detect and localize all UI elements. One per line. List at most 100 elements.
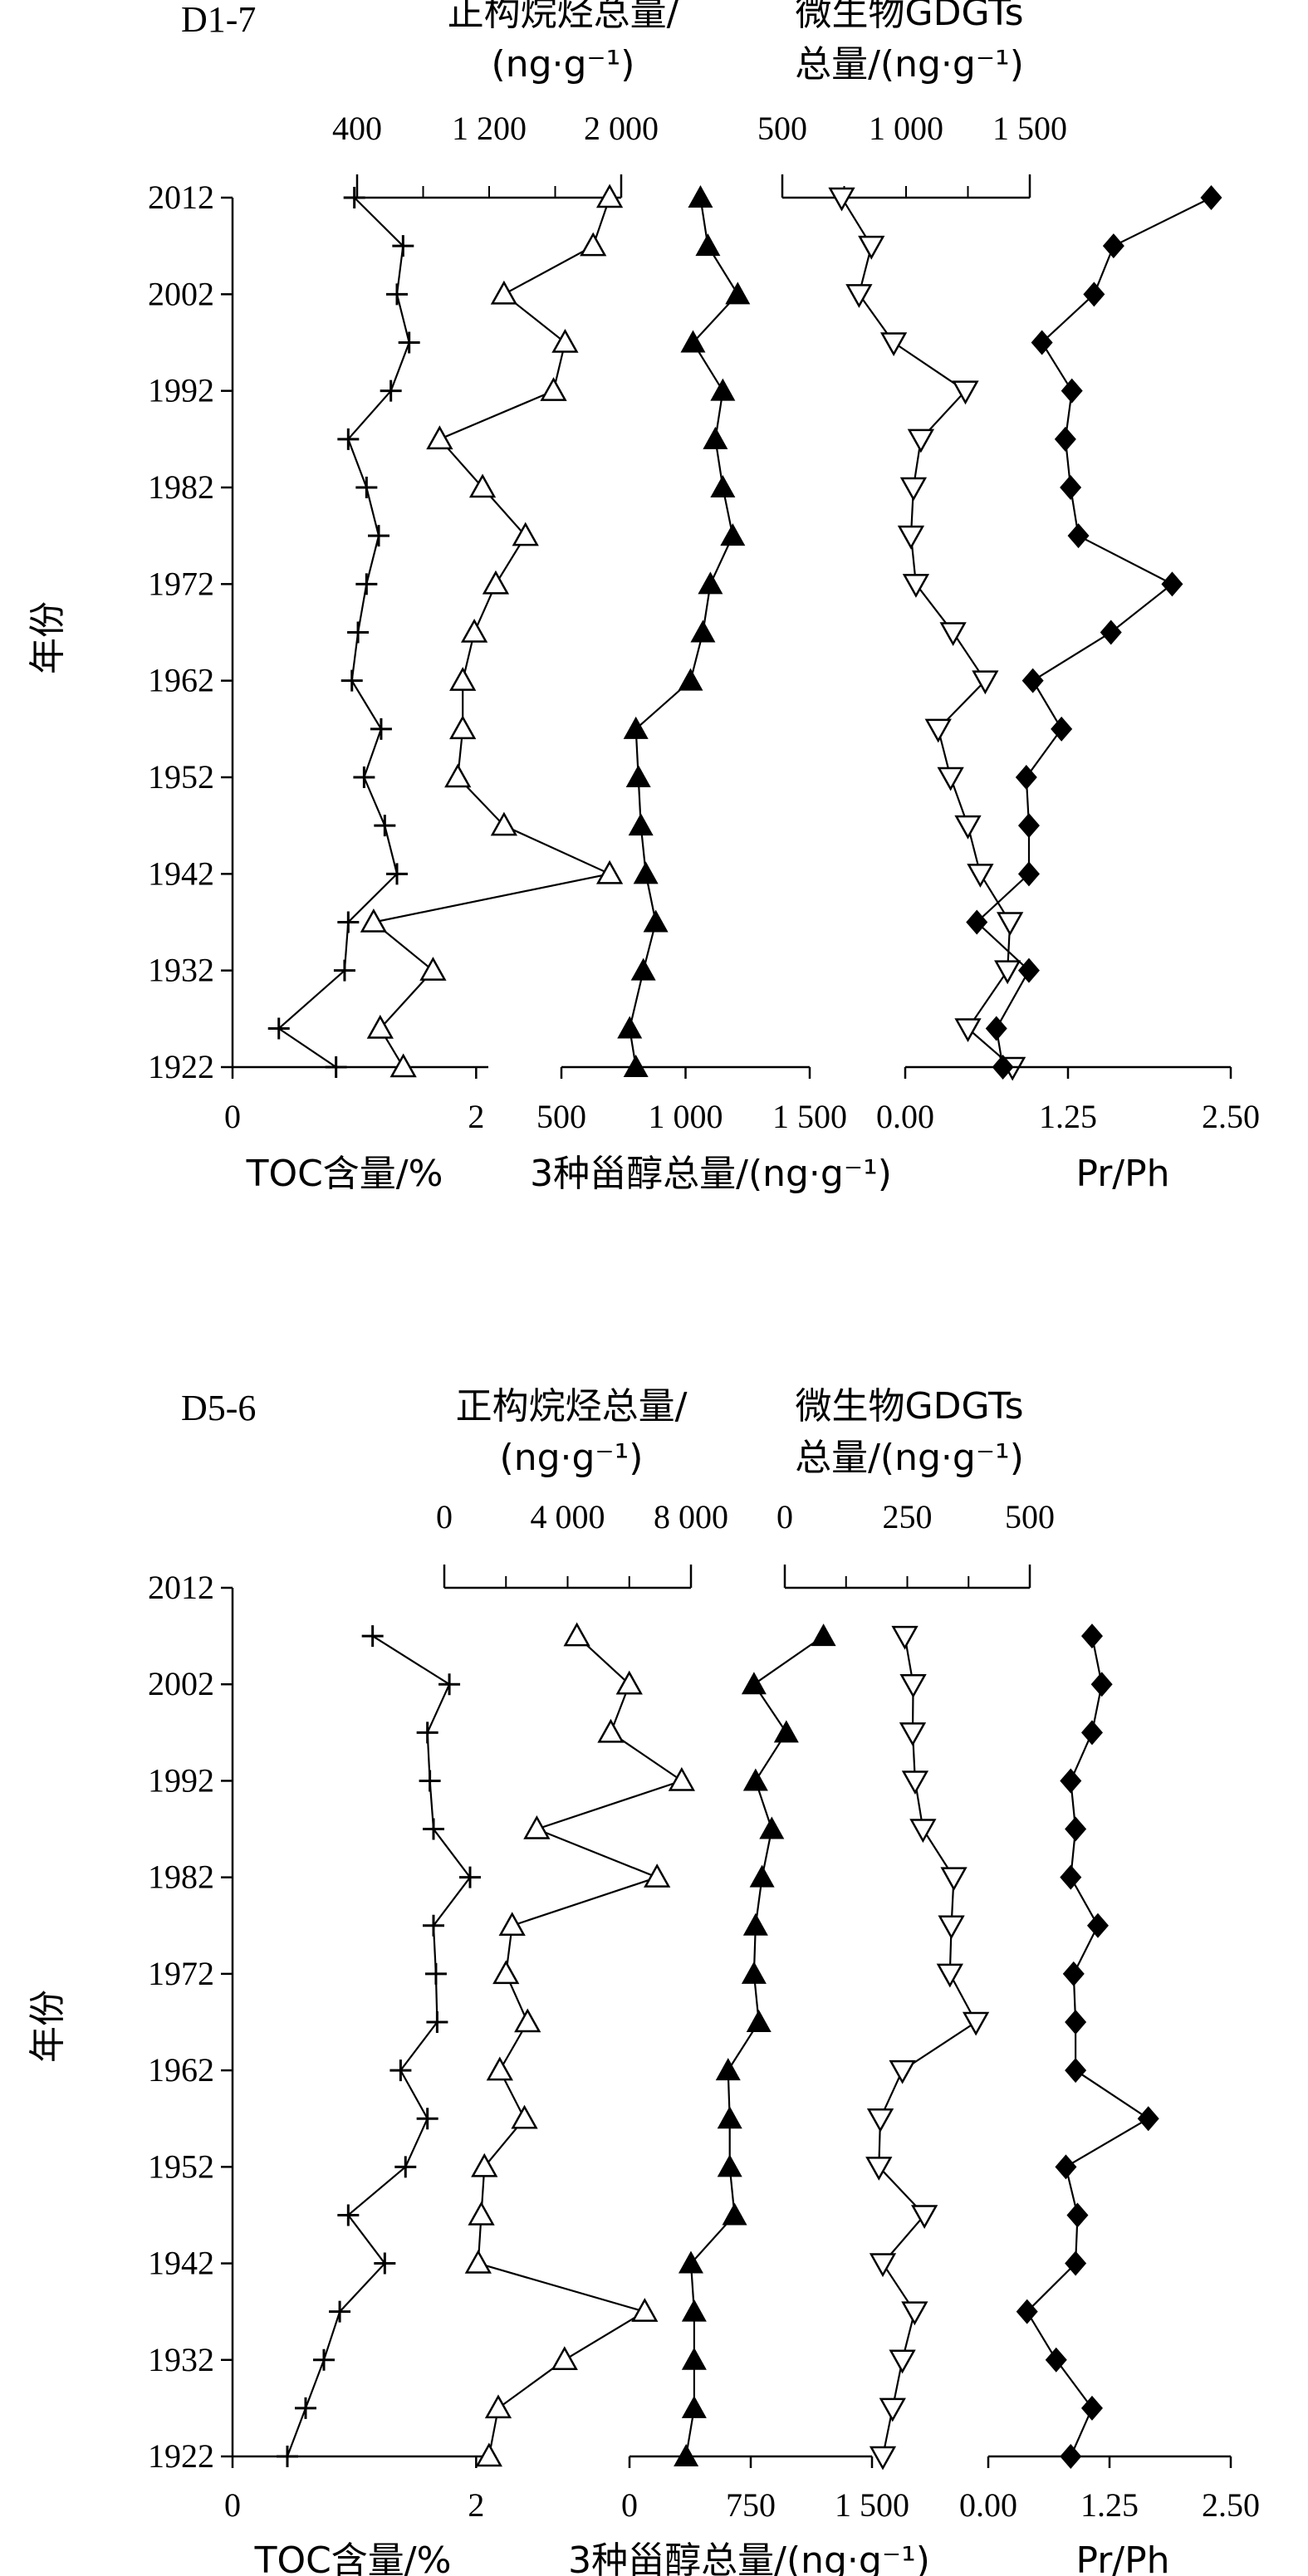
data-point-gdgt: [962, 2011, 990, 2036]
data-point-nalkane: [490, 811, 518, 836]
data-point-prph: [1060, 475, 1082, 500]
x-axis-title-gdgt: 微生物GDGTs: [795, 0, 1023, 34]
data-point-nalkane: [426, 425, 453, 450]
data-point-nalkane: [492, 1960, 520, 1985]
data-point-sterol: [643, 909, 669, 933]
x-tick-label-nalkane: 2 000: [584, 110, 659, 147]
data-point-prph: [1090, 1672, 1113, 1697]
data-point-gdgt: [899, 477, 928, 502]
data-point-prph: [1065, 2250, 1087, 2276]
data-point-gdgt: [954, 1018, 982, 1043]
x-tick-label-toc: 2: [468, 1098, 484, 1135]
axis-gdgt: 0 250 500 微生物GDGTs 总量/(ng·g⁻¹): [776, 1385, 1055, 2471]
data-point-prph: [1016, 2299, 1038, 2324]
data-point-gdgt: [897, 525, 925, 550]
data-point-sterol: [741, 1961, 767, 1984]
data-point-prph: [1137, 2106, 1159, 2132]
data-point-prph: [1080, 1623, 1103, 1649]
data-point-sterol: [617, 1016, 643, 1039]
data-point-prph: [966, 909, 988, 935]
data-point-toc: [459, 1866, 481, 1888]
data-point-sterol: [678, 668, 703, 691]
panel-label: D1-7: [181, 0, 256, 40]
data-point-sterol: [681, 2299, 707, 2322]
data-point-gdgt: [907, 429, 935, 453]
data-point-gdgt: [938, 1915, 965, 1940]
data-point-prph: [1060, 1864, 1082, 1890]
x-axis-title-nalkane: 正构烷烃总量/: [448, 0, 679, 34]
x-axis-title-gdgt: 总量/(ng·g⁻¹): [795, 1437, 1024, 1479]
data-point-nalkane: [460, 618, 488, 643]
data-point-gdgt: [902, 574, 930, 598]
data-point-prph: [1065, 1816, 1087, 1842]
x-tick-label-sterol: 1 000: [649, 1098, 723, 1135]
data-point-toc: [423, 1818, 444, 1840]
axis-nalkane: 0 4 000 8 000 正构烷烃总量/ (ng·g⁻¹): [436, 1385, 728, 2467]
data-point-gdgt: [911, 2205, 938, 2229]
data-point-gdgt: [924, 718, 952, 743]
data-point-toc: [325, 1056, 347, 1078]
x-tick-label-nalkane: 400: [332, 110, 382, 147]
data-point-nalkane: [468, 2201, 495, 2226]
data-point-sterol: [625, 765, 651, 787]
data-point-gdgt: [891, 1625, 919, 1650]
data-point-toc: [392, 235, 414, 257]
data-point-sterol: [623, 1055, 649, 1077]
series-line-prph: [975, 197, 1212, 1068]
series-line-toc: [286, 1635, 472, 2457]
data-point-nalkane: [511, 2104, 538, 2129]
data-point-gdgt: [858, 235, 885, 260]
data-point-prph: [1080, 1720, 1103, 1746]
data-point-toc: [380, 380, 402, 402]
axis-toc: 0 2 TOC含量/%: [224, 1625, 488, 2576]
data-point-gdgt: [845, 284, 873, 308]
data-point-toc: [333, 959, 355, 982]
data-point-prph: [1086, 1912, 1109, 1938]
data-point-prph: [1200, 185, 1222, 210]
data-point-toc: [337, 428, 360, 450]
x-axis-title-gdgt: 总量/(ng·g⁻¹): [795, 43, 1024, 86]
x-tick-label-toc: 0: [224, 2486, 241, 2524]
data-point-gdgt: [954, 815, 982, 840]
data-point-gdgt: [997, 912, 1024, 937]
data-point-toc: [329, 2300, 351, 2323]
data-point-toc: [347, 621, 370, 644]
data-point-sterol: [674, 2444, 699, 2466]
x-tick-label-prph: 1.25: [1080, 2486, 1139, 2524]
data-point-sterol: [717, 2154, 742, 2177]
x-axis-title-nalkane: 正构烷烃总量/: [456, 1385, 688, 1428]
data-point-prph: [1067, 523, 1090, 549]
data-point-sterol: [717, 2106, 742, 2129]
x-tick-label-prph: 0.00: [959, 2486, 1017, 2524]
axis-gdgt: 500 1 000 1 500 微生物GDGTs 总量/(ng·g⁻¹): [757, 0, 1067, 1081]
data-point-prph: [1060, 2444, 1082, 2469]
data-point-prph: [1017, 861, 1040, 887]
data-point-prph: [1015, 765, 1037, 790]
data-point-gdgt: [901, 2301, 928, 2326]
series-line-prph: [1026, 1635, 1150, 2457]
data-point-prph: [1055, 2154, 1077, 2180]
data-point-nalkane: [668, 1766, 695, 1791]
data-point-sterol: [710, 475, 736, 497]
x-tick-label-sterol: 1 500: [772, 1098, 847, 1135]
data-point-nalkane: [449, 667, 477, 691]
x-axis-title-sterol: 3种甾醇总量/(ng·g⁻¹): [568, 2539, 930, 2576]
data-point-sterol: [742, 1768, 768, 1791]
y-tick-label: 1992: [148, 372, 214, 409]
data-point-sterol: [811, 1623, 836, 1647]
axis-sterol: 0 750 1 500 3种甾醇总量/(ng·g⁻¹): [568, 1623, 930, 2576]
data-point-toc: [416, 2108, 438, 2130]
data-point-prph: [1083, 282, 1105, 307]
data-point-toc: [398, 331, 420, 354]
data-point-gdgt: [909, 1819, 937, 1844]
data-point-sterol: [722, 2202, 747, 2226]
data-point-sterol: [690, 620, 716, 643]
data-point-nalkane: [482, 570, 510, 595]
data-point-toc: [313, 2348, 335, 2371]
x-tick-label-gdgt: 250: [883, 1498, 933, 1535]
x-tick-label-gdgt: 1 500: [992, 110, 1067, 147]
data-point-prph: [1021, 668, 1044, 693]
data-point-sterol: [623, 716, 649, 739]
y-tick-label: 2012: [148, 179, 214, 216]
